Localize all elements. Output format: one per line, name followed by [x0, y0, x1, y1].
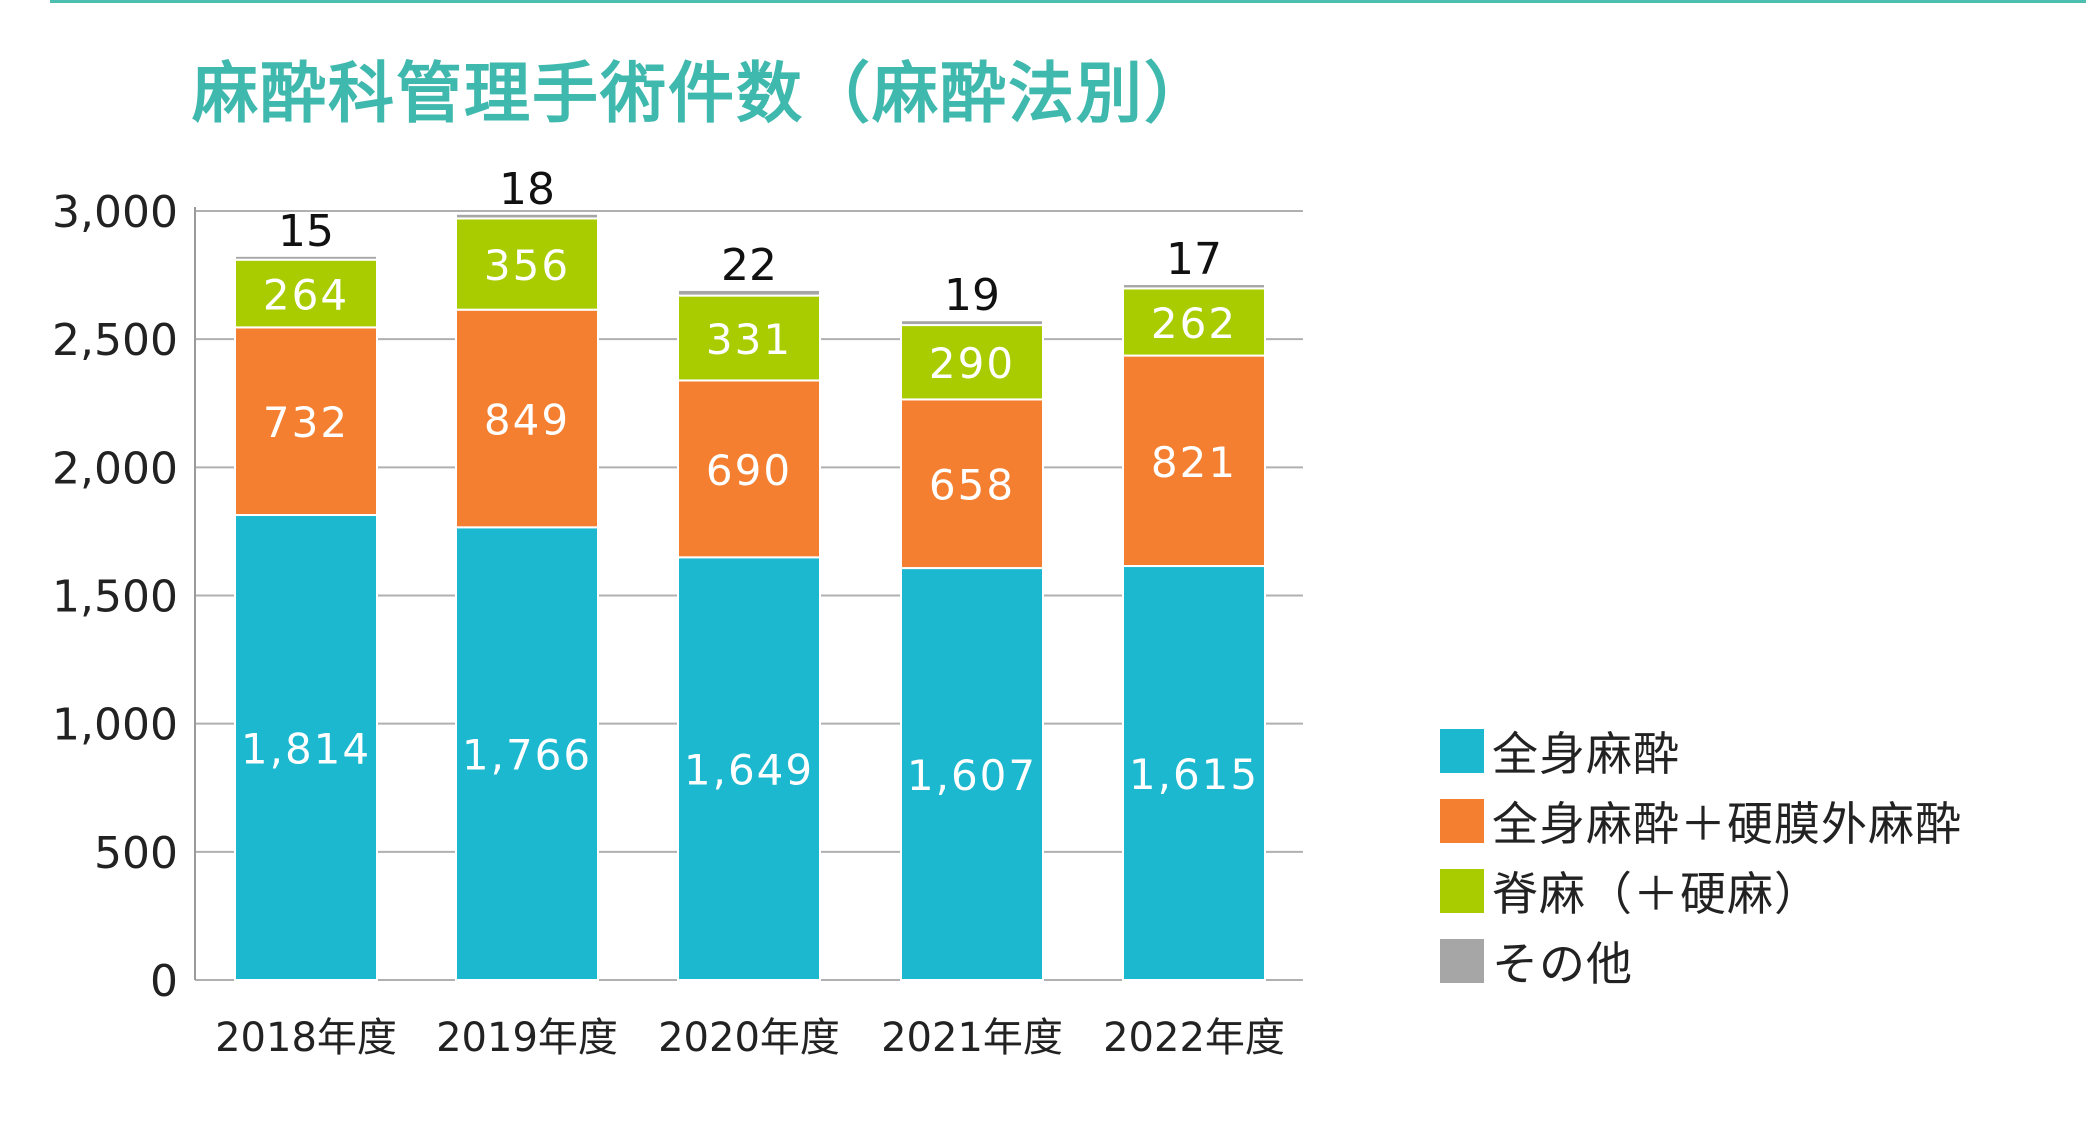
bar-segment	[677, 556, 821, 981]
legend-item: 脊麻（＋硬麻）	[1440, 856, 1962, 926]
legend-swatch	[1440, 799, 1484, 843]
top-rule	[50, 0, 2086, 3]
bar-segment-label: 264	[263, 271, 349, 320]
x-tick-label: 2018年度	[215, 1015, 397, 1061]
chart-title: 麻酔科管理手術件数（麻酔法別）	[192, 55, 1212, 132]
bar-segment	[677, 379, 821, 559]
y-tick-label: 500	[94, 828, 178, 879]
x-tick-label: 2020年度	[658, 1015, 840, 1061]
bar-segment-label: 658	[929, 461, 1015, 510]
bar-segment-label: 1,766	[462, 731, 592, 780]
bar-segment	[900, 567, 1044, 981]
bar-segment-label: 1,649	[684, 746, 814, 795]
legend: 全身麻酔全身麻酔＋硬膜外麻酔 脊麻（＋硬麻） その他	[1440, 716, 1962, 996]
bar-segment	[1122, 565, 1266, 981]
bar-segment-label: 1,615	[1129, 750, 1259, 799]
bar-segment-label: 821	[1151, 438, 1237, 487]
y-tick-label: 2,500	[52, 315, 178, 366]
bar-segment-label: 732	[263, 398, 349, 447]
bar-segment	[455, 526, 599, 981]
bar-top-label: 19	[944, 270, 1000, 321]
bar-top-label: 22	[721, 240, 777, 291]
legend-item: 全身麻酔＋硬膜外麻酔	[1440, 786, 1962, 856]
bar-segment	[234, 258, 378, 329]
bar-segment-label: 849	[484, 396, 570, 445]
bar-segment-label: 1,607	[907, 751, 1037, 800]
bar-segment	[234, 326, 378, 517]
bar-segment-label: 290	[929, 339, 1015, 388]
bar-segment	[1122, 354, 1266, 568]
x-tick-label: 2019年度	[436, 1015, 618, 1061]
bar-top-label: 17	[1166, 234, 1222, 285]
legend-label: その他	[1492, 937, 1633, 991]
bar-segment-label: 1,814	[241, 725, 371, 774]
bar-segment-label: 356	[484, 241, 570, 290]
y-tick-label: 0	[150, 956, 178, 1007]
bar-segment	[900, 324, 1044, 401]
bar-segment	[677, 294, 821, 382]
legend-swatch	[1440, 939, 1484, 983]
bar-segment-label: 331	[706, 315, 792, 364]
x-tick-label: 2022年度	[1103, 1015, 1285, 1061]
legend-label: 全身麻酔＋硬膜外麻酔	[1492, 797, 1962, 851]
bar-segment	[234, 254, 378, 261]
bar-segment-label: 690	[706, 446, 792, 495]
legend-label: 全身麻酔	[1492, 727, 1680, 781]
x-tick-label: 2021年度	[881, 1015, 1063, 1061]
bar-segment	[677, 288, 821, 297]
bar-segment	[900, 319, 1044, 327]
y-tick-label: 3,000	[52, 187, 178, 238]
bar-segment	[1122, 283, 1266, 290]
y-tick-label: 1,500	[52, 572, 178, 623]
legend-item: 全身麻酔	[1440, 716, 1962, 786]
bar-segment	[455, 308, 599, 529]
bar-segment	[1122, 287, 1266, 357]
legend-swatch	[1440, 869, 1484, 913]
bar-top-label: 15	[278, 206, 334, 257]
bar-segment-label: 262	[1151, 299, 1237, 348]
legend-swatch	[1440, 729, 1484, 773]
y-tick-label: 2,000	[52, 443, 178, 494]
bar-top-label: 18	[499, 164, 555, 215]
bar-segment	[234, 514, 378, 982]
bar-segment	[455, 217, 599, 311]
legend-label: 脊麻（＋硬麻）	[1492, 867, 1821, 921]
legend-item: その他	[1440, 926, 1962, 996]
bar-segment	[455, 212, 599, 220]
y-tick-label: 1,000	[52, 700, 178, 751]
